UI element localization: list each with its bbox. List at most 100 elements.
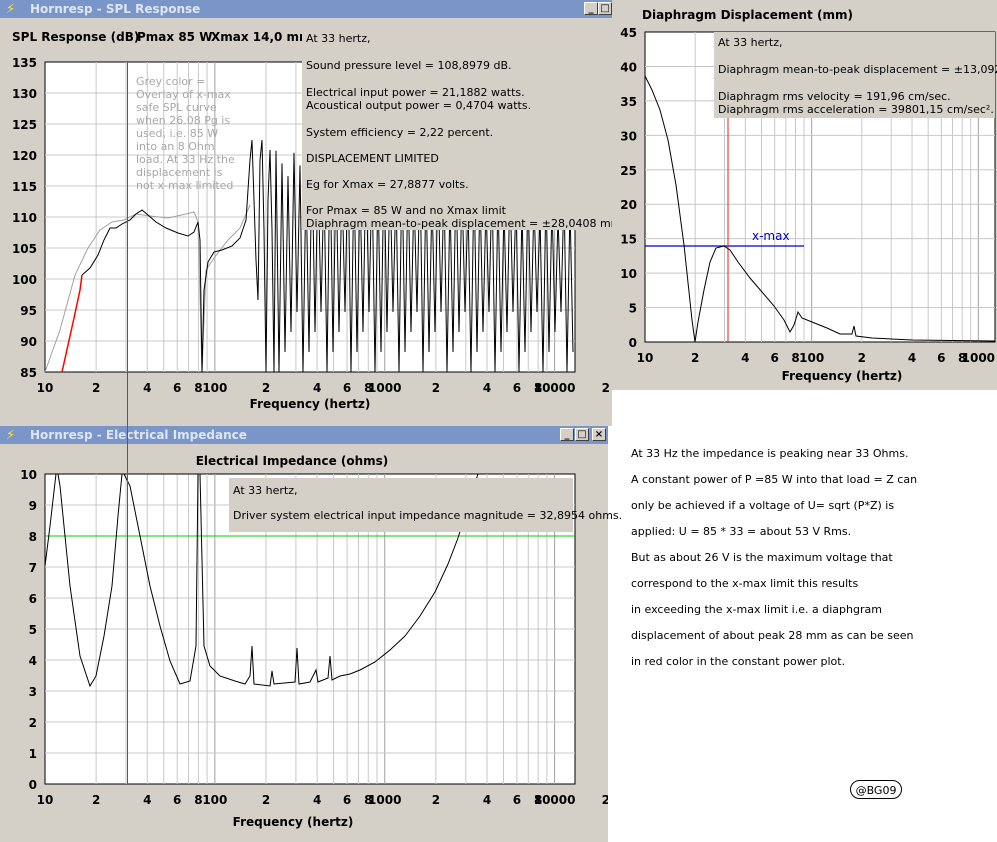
spl-window: ⚡ Hornresp - SPL Response _ □ SPL Respon… (0, 0, 625, 426)
note-line: displacement of about peak 28 mm as can … (631, 629, 914, 642)
spl-pmax-label: Pmax 85 W (137, 30, 212, 44)
y-tick-label: 7 (29, 561, 37, 575)
displacement-title: Diaphragm Displacement (mm) (642, 8, 853, 22)
x-tick-label: 10000 (534, 793, 576, 807)
y-tick-label: 5 (29, 623, 37, 637)
x-tick-label: 6 (771, 351, 779, 365)
x-tick-label: 4 (313, 381, 321, 395)
x-tick-label: 4 (143, 793, 151, 807)
y-tick-label: 40 (620, 60, 637, 74)
impedance-info-line: Driver system electrical input impedance… (233, 509, 623, 522)
overlay-note-line: not x-max limited (136, 179, 233, 192)
spl-info-line: Sound pressure level = 108,8979 dB. (306, 59, 512, 72)
overlay-note-line: into an 8 Ohm (136, 140, 215, 153)
x-tick-label: 8 (534, 793, 542, 807)
note-line: At 33 Hz the impedance is peaking near 3… (631, 447, 909, 460)
x-tick-label: 10 (637, 351, 654, 365)
maximize-button[interactable]: □ (575, 428, 589, 441)
displacement-info-line: At 33 hertz, (718, 36, 783, 49)
y-tick-label: 10 (620, 267, 637, 281)
maximize-button[interactable]: □ (598, 2, 612, 15)
note-line: only be achieved if a voltage of U= sqrt… (631, 499, 895, 512)
displacement-info-box: At 33 hertz, Diaphragm mean-to-peak disp… (714, 32, 997, 118)
spl-header-label: SPL Response (dB) (12, 30, 139, 44)
x-tick-label: 4 (483, 381, 491, 395)
y-tick-label: 105 (12, 242, 37, 256)
x-tick-label: 6 (173, 381, 181, 395)
x-tick-label: 2 (858, 351, 866, 365)
x-tick-label: 10 (37, 381, 54, 395)
x-tick-label: 2 (691, 351, 699, 365)
note-line: in red color in the constant power plot. (631, 655, 846, 668)
x-tick-label: 4 (143, 381, 151, 395)
x-tick-label: 2 (92, 381, 100, 395)
hornresp-app-icon: ⚡ (6, 428, 16, 443)
x-tick-label: 8 (958, 351, 966, 365)
spl-info-line: Eg for Xmax = 27,8877 volts. (306, 178, 469, 191)
spl-info-box: At 33 hertz, Sound pressure level = 108,… (302, 28, 625, 230)
note-line: in exceeding the x-max limit i.e. a diap… (631, 603, 882, 616)
y-tick-label: 35 (620, 95, 637, 109)
y-tick-label: 135 (12, 56, 37, 70)
x-tick-label: 6 (343, 381, 351, 395)
spl-window-titlebar[interactable]: ⚡ Hornresp - SPL Response _ □ (0, 0, 612, 18)
x-tick-label: 6 (937, 351, 945, 365)
overlay-note-line: load. At 33 Hz the (136, 153, 235, 166)
x-tick-label: 10000 (534, 381, 576, 395)
y-tick-label: 110 (12, 211, 37, 225)
x-tick-label: 4 (908, 351, 916, 365)
spl-info-line: Electrical input power = 21,1882 watts. (306, 86, 525, 99)
x-tick-label: 8 (194, 381, 202, 395)
spl-info-line: Acoustical output power = 0,4704 watts. (306, 99, 532, 112)
impedance-curve (44, 473, 199, 688)
x-tick-label: 2 (602, 793, 608, 807)
y-tick-label: 0 (629, 336, 637, 350)
y-tick-label: 95 (20, 304, 37, 318)
minimize-button[interactable]: _ (560, 428, 574, 441)
impedance-window-titlebar[interactable]: ⚡ Hornresp - Electrical Impedance _ □ × (0, 426, 608, 444)
displacement-info-line: Diaphragm mean-to-peak displacement = ±1… (718, 63, 997, 76)
spl-info-line: For Pmax = 85 W and no Xmax limit (306, 204, 506, 217)
spl-info-line: At 33 hertz, (306, 32, 371, 45)
overlay-note-line: Grey color = (136, 75, 205, 88)
x-tick-label: 100 (202, 793, 227, 807)
spl-overlay-curve (44, 204, 251, 373)
x-tick-label: 1000 (368, 793, 401, 807)
impedance-header: Electrical Impedance (ohms) (196, 454, 389, 468)
x-tick-label: 2 (262, 793, 270, 807)
x-tick-label: 4 (741, 351, 749, 365)
y-tick-label: 2 (29, 716, 37, 730)
y-tick-label: 10 (20, 468, 37, 482)
y-tick-label: 5 (629, 302, 637, 316)
impedance-info-line: At 33 hertz, (233, 484, 298, 497)
minimize-button[interactable]: _ (584, 2, 598, 15)
y-tick-label: 9 (29, 499, 37, 513)
overlay-note-line: Overlay of x-max (136, 88, 231, 101)
x-tick-label: 1000 (962, 351, 995, 365)
x-tick-label: 8 (364, 793, 372, 807)
x-tick-label: 4 (313, 793, 321, 807)
x-tick-label: 4 (483, 793, 491, 807)
x-tick-label: 100 (799, 351, 824, 365)
spl-window-title: Hornresp - SPL Response (30, 2, 201, 16)
y-tick-label: 6 (29, 592, 37, 606)
y-tick-label: 25 (620, 164, 637, 178)
y-tick-label: 15 (620, 233, 637, 247)
close-button[interactable]: × (592, 428, 606, 441)
spl-xmax-label: Xmax 14,0 mm (211, 30, 312, 44)
y-tick-label: 8 (29, 530, 37, 544)
impedance-window-title: Hornresp - Electrical Impedance (30, 428, 247, 442)
spl-info-line: Diaphragm mean-to-peak displacement = ±2… (306, 217, 625, 230)
displacement-info-line: Diaphragm rms acceleration = 39801,15 cm… (718, 103, 994, 116)
impedance-curve-upper (199, 473, 479, 687)
y-tick-label: 3 (29, 685, 37, 699)
author-signature: @BG09 (850, 780, 902, 799)
frequency-33hz-marker (127, 62, 128, 784)
y-tick-label: 30 (620, 129, 637, 143)
spl-limited-curve (61, 274, 83, 373)
overlay-note-line: safe SPL curve (136, 101, 217, 114)
displacement-curve (644, 75, 996, 343)
displacement-window: Diaphragm Displacement (mm) 45 40 35 30 25 20… (612, 0, 997, 390)
y-tick-label: 130 (12, 87, 37, 101)
y-tick-label: 85 (20, 366, 37, 380)
